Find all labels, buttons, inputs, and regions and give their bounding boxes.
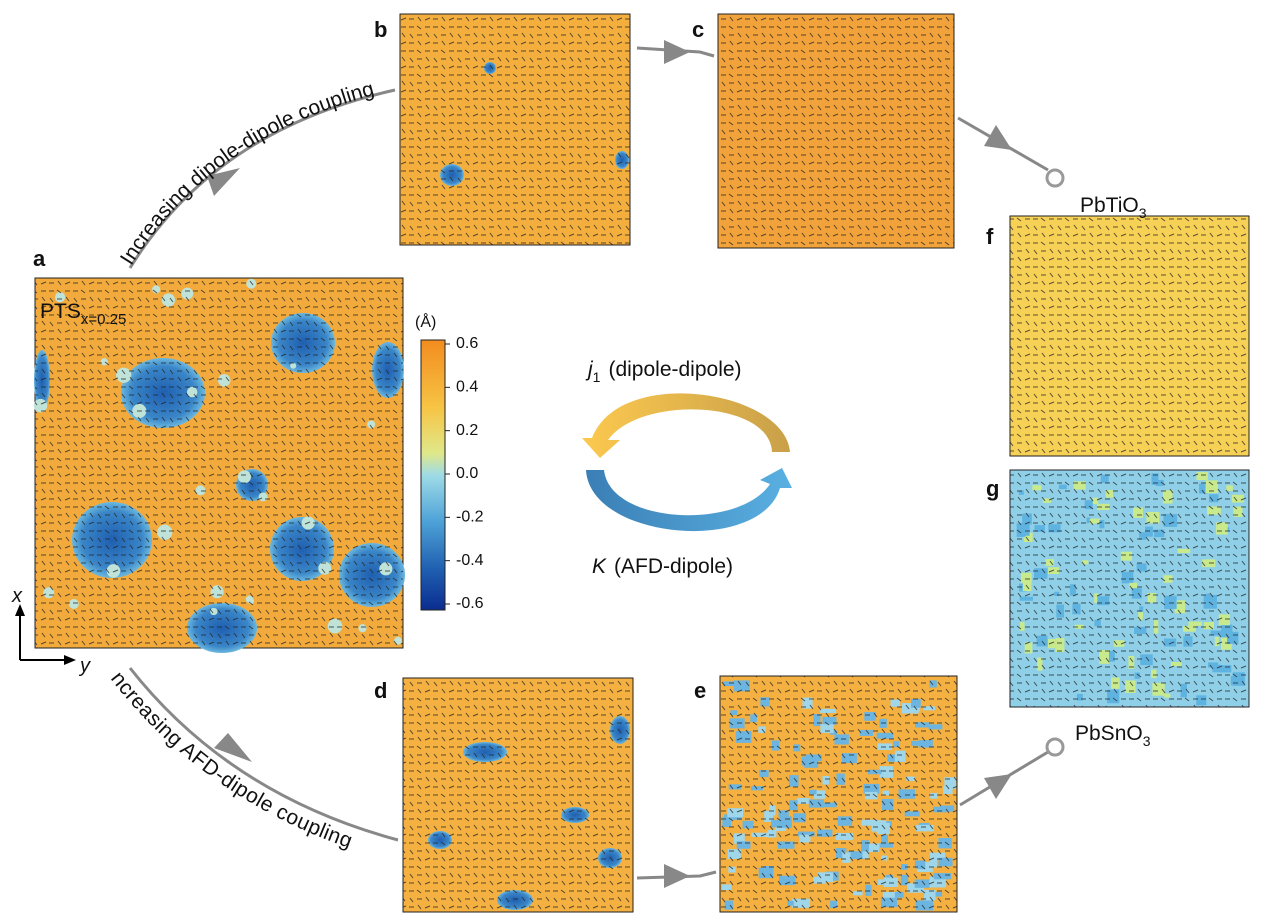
colorbar-tick-label: 0.4: [456, 379, 478, 396]
end-markers: [1045, 168, 1065, 757]
axis-arrowhead: [15, 604, 25, 616]
material-subscript: 3: [1139, 205, 1147, 221]
colorbar-tick-label: 0.6: [456, 335, 478, 352]
material-bottom: PbSnO3: [1075, 722, 1151, 749]
arrow-label-top-text: Increasing dipole-dipole coupling: [116, 77, 377, 269]
text: (AFD-dipole): [614, 555, 733, 578]
colorbar-unit: (Å): [415, 312, 436, 331]
axis-arrowhead: [64, 655, 76, 665]
symbol: j: [585, 358, 594, 381]
cycle-label-bottom: K (AFD-dipole): [592, 555, 733, 578]
text: (dipole-dipole): [608, 358, 741, 381]
axis-label-x: x: [11, 585, 23, 607]
vector-fields: [35, 14, 1249, 912]
material-name: PbTiO: [1080, 194, 1139, 217]
panel-label: a: [33, 246, 46, 271]
cycle-arrow-top: [582, 393, 790, 458]
subscript: 1: [593, 369, 601, 385]
arrow-label-top: Increasing dipole-dipole coupling: [116, 77, 377, 269]
cycle-arrow-bottom: [586, 468, 792, 532]
cycle-label-top: j1 (dipole-dipole): [585, 358, 742, 385]
colorbar-tick-label: 0.0: [456, 465, 478, 482]
composition-text: PTS: [40, 300, 81, 323]
panel-label: b: [374, 17, 387, 42]
colorbar-tick-label: 0.2: [456, 422, 478, 439]
axis-label-y: y: [78, 655, 91, 677]
material-name: PbSnO: [1075, 722, 1143, 745]
axis-indicator: [19, 612, 68, 661]
colorbar-tick-label: -0.6: [456, 595, 484, 612]
arrowheads: [207, 40, 1012, 888]
panel-label: d: [374, 678, 387, 703]
material-top: PbTiO3: [1080, 194, 1147, 221]
panel-label: c: [692, 17, 704, 42]
colorbar: [420, 339, 446, 611]
material-subscript: 3: [1143, 733, 1151, 749]
panel-labels: a b c d e f g: [33, 17, 999, 703]
colorbar-ticks: 0.6 0.4 0.2 0.0 -0.2 -0.4 -0.6: [445, 335, 484, 612]
panel-label: e: [694, 678, 706, 703]
colorbar-tick-label: -0.2: [456, 509, 484, 526]
colorbar-tick-label: -0.4: [456, 552, 484, 569]
symbol: K: [592, 555, 607, 578]
composition: PTSx=0.25: [40, 300, 126, 328]
composition-subscript: x=0.25: [81, 311, 126, 328]
panel-label: f: [986, 224, 994, 249]
panel-label: g: [986, 476, 999, 501]
